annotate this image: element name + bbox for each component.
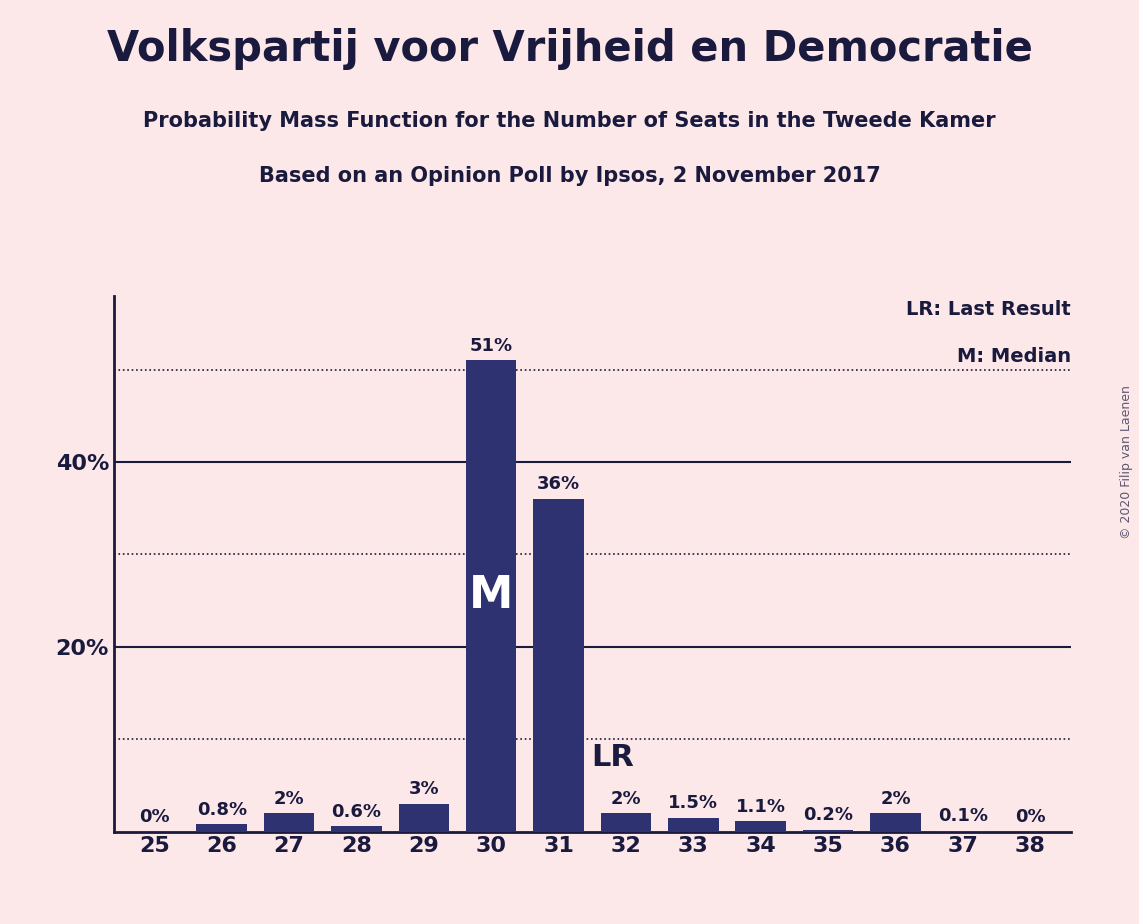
Bar [466,360,516,832]
Bar [669,818,719,832]
Text: Volkspartij voor Vrijheid en Democratie: Volkspartij voor Vrijheid en Democratie [107,28,1032,69]
Text: 36%: 36% [536,476,580,493]
Text: 2%: 2% [880,790,911,808]
Bar [870,813,920,832]
Bar [533,499,584,832]
Text: 51%: 51% [469,337,513,355]
Text: M: Median: M: Median [957,346,1071,366]
Text: LR: LR [591,743,634,772]
Bar [264,813,314,832]
Text: Probability Mass Function for the Number of Seats in the Tweede Kamer: Probability Mass Function for the Number… [144,111,995,131]
Text: 1.1%: 1.1% [736,798,786,816]
Text: 0%: 0% [1015,808,1046,826]
Text: 2%: 2% [273,790,304,808]
Bar [736,821,786,832]
Bar [331,826,382,832]
Text: 1.5%: 1.5% [669,795,719,812]
Text: Based on an Opinion Poll by Ipsos, 2 November 2017: Based on an Opinion Poll by Ipsos, 2 Nov… [259,166,880,187]
Bar [803,830,853,832]
Text: 0.1%: 0.1% [937,808,988,825]
Text: 2%: 2% [611,790,641,808]
Bar [196,824,247,832]
Text: 0.6%: 0.6% [331,803,382,821]
Text: LR: Last Result: LR: Last Result [906,300,1071,320]
Bar [937,831,989,832]
Text: M: M [469,575,514,617]
Text: 3%: 3% [409,781,440,798]
Text: © 2020 Filip van Laenen: © 2020 Filip van Laenen [1121,385,1133,539]
Bar [600,813,652,832]
Text: 0%: 0% [139,808,170,826]
Bar [399,804,449,832]
Text: 0.8%: 0.8% [197,801,247,819]
Text: 0.2%: 0.2% [803,807,853,824]
